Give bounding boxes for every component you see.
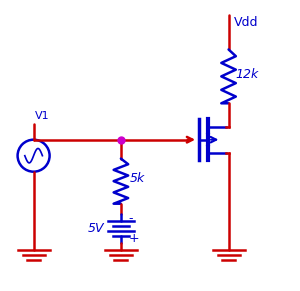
Text: +: + — [128, 232, 139, 245]
Text: 5k: 5k — [130, 173, 145, 185]
Text: -: - — [128, 212, 133, 225]
Text: Vdd: Vdd — [234, 16, 259, 29]
Text: 12k: 12k — [236, 68, 259, 81]
Text: V1: V1 — [35, 111, 50, 121]
Text: 5V: 5V — [87, 222, 104, 235]
